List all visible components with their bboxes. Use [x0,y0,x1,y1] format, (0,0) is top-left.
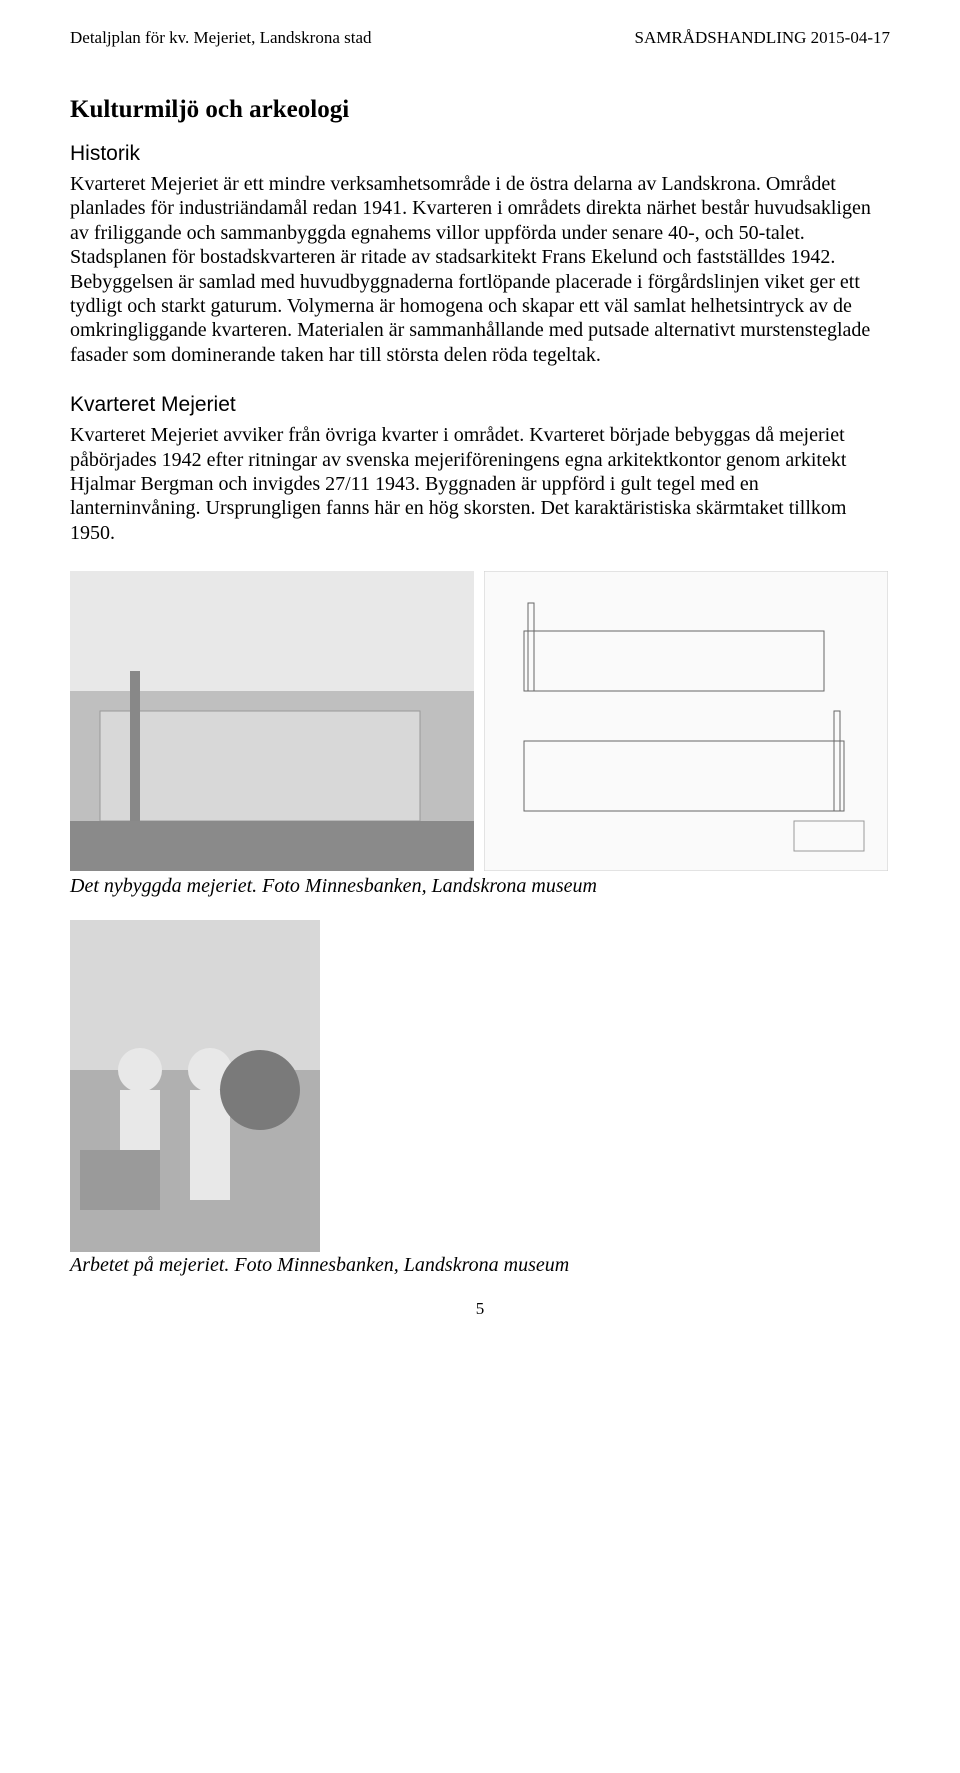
photo-placeholder-icon [70,920,320,1252]
figure-drawing-elevation [484,571,888,871]
historik-heading: Historik [70,142,890,166]
figure-row-1 [70,571,890,871]
figure-row-2 [70,920,890,1252]
running-header: Detaljplan för kv. Mejeriet, Landskrona … [70,28,890,48]
caption-1: Det nybyggda mejeriet. Foto Minnesbanken… [70,875,890,898]
header-right: SAMRÅDSHANDLING 2015-04-17 [635,28,890,48]
section-title: Kulturmiljö och arkeologi [70,96,890,124]
figure-photo-mejeriet [70,571,474,871]
mejeriet-body: Kvarteret Mejeriet avviker från övriga k… [70,423,890,545]
caption-2: Arbetet på mejeriet. Foto Minnesbanken, … [70,1254,890,1277]
mejeriet-heading: Kvarteret Mejeriet [70,393,890,417]
document-page: Detaljplan för kv. Mejeriet, Landskrona … [0,0,960,1359]
figure-photo-workers [70,920,320,1252]
header-left: Detaljplan för kv. Mejeriet, Landskrona … [70,28,372,48]
drawing-placeholder-icon [484,571,888,871]
page-number: 5 [70,1299,890,1319]
historik-body: Kvarteret Mejeriet är ett mindre verksam… [70,172,890,367]
photo-placeholder-icon [70,571,474,871]
